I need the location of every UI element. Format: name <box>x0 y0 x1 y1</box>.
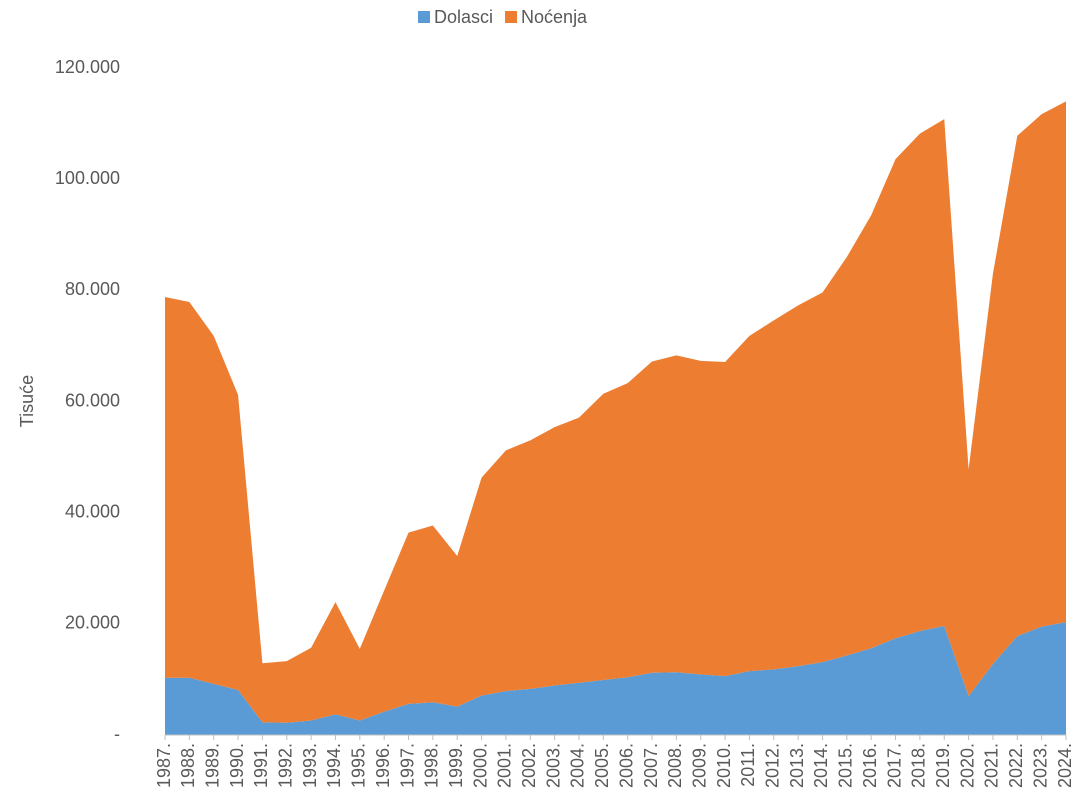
x-tick-label: 1997. <box>397 743 417 788</box>
x-tick-label: 2020. <box>957 743 977 788</box>
y-tick-label: 80.000 <box>65 279 120 299</box>
x-tick-label: 1995. <box>349 743 369 788</box>
x-tick-label: 1988. <box>178 743 198 788</box>
x-tick-label: 2014. <box>811 743 831 788</box>
x-tick-label: 2018. <box>909 743 929 788</box>
legend-swatch <box>418 11 430 23</box>
x-tick-label: 2022. <box>1006 743 1026 788</box>
x-tick-label: 2003. <box>543 743 563 788</box>
x-tick-label: 2023. <box>1030 743 1050 788</box>
y-tick-label: - <box>114 724 120 744</box>
x-tick-label: 1991. <box>251 743 271 788</box>
x-tick-label: 1987. <box>154 743 174 788</box>
legend-label: Noćenja <box>521 7 588 27</box>
legend-swatch <box>505 11 518 23</box>
x-tick-label: 2007. <box>641 743 661 788</box>
x-tick-label: 2011. <box>738 743 758 787</box>
x-tick-label: 2017. <box>884 743 904 788</box>
x-tick-label: 2005. <box>592 743 612 788</box>
y-tick-label: 20.000 <box>65 613 120 633</box>
x-tick-label: 2006. <box>616 743 636 788</box>
x-tick-label: 2012. <box>763 743 783 788</box>
area <box>165 101 1066 723</box>
x-tick-label: 2008. <box>665 743 685 788</box>
x-tick-label: 1996. <box>373 743 393 788</box>
y-tick-label: 100.000 <box>55 168 120 188</box>
x-tick-label: 1994. <box>324 743 344 788</box>
x-tick-label: 2024. <box>1055 743 1075 788</box>
x-tick-label: 2021. <box>982 743 1002 788</box>
x-tick-label: 1990. <box>227 743 247 788</box>
y-axis-label: Tisuće <box>17 375 37 427</box>
x-tick-label: 2009. <box>689 743 709 788</box>
x-tick-label: 1999. <box>446 743 466 788</box>
x-tick-label: 2010. <box>714 743 734 788</box>
x-tick-label: 2004. <box>568 743 588 788</box>
x-tick-label: 2019. <box>933 743 953 788</box>
x-tick-label: 1992. <box>276 743 296 788</box>
x-tick-label: 1993. <box>300 743 320 788</box>
x-tick-label: 1998. <box>422 743 442 788</box>
x-tick-label: 1989. <box>202 743 222 788</box>
y-tick-label: 40.000 <box>65 501 120 521</box>
area <box>165 622 1066 735</box>
y-tick-label: 60.000 <box>65 390 120 410</box>
x-tick-label: 2015. <box>836 743 856 788</box>
x-tick-label: 2001. <box>495 743 515 788</box>
y-tick-label: 120.000 <box>55 57 120 77</box>
x-tick-label: 2002. <box>519 743 539 788</box>
x-tick-label: 2000. <box>470 743 490 788</box>
x-tick-label: 2016. <box>860 743 880 788</box>
legend-label: Dolasci <box>434 7 493 27</box>
x-tick-label: 2013. <box>787 743 807 788</box>
